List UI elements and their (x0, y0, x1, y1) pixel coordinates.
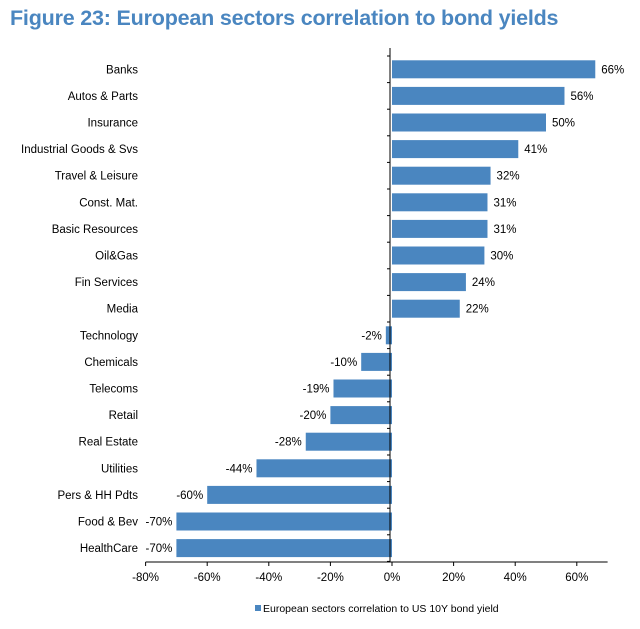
category-label: Utilities (101, 463, 138, 475)
category-label: Insurance (87, 118, 138, 130)
value-label: -28% (275, 437, 302, 449)
bar-chemicals (361, 352, 392, 371)
value-label: 24% (472, 277, 495, 289)
category-label: HealthCare (80, 543, 138, 555)
bar-healthcare (176, 539, 392, 558)
bar-banks (392, 60, 596, 79)
category-label: Banks (106, 64, 138, 76)
axes-group: -80% -60% -40% -20% 0% 20% 40% 60% (132, 48, 608, 584)
value-labels: 66% 56% 50% 41% 32% 31% 31% 30% 24% 22% -2% -10% -19… (146, 64, 625, 555)
value-label: -2% (361, 330, 381, 342)
category-label: Real Estate (79, 437, 138, 449)
x-tick-label: 40% (504, 572, 527, 584)
legend-swatch (255, 605, 261, 611)
category-label: Const. Mat. (79, 197, 138, 209)
category-label: Technology (80, 330, 138, 342)
bar-media (392, 299, 460, 318)
bar-travel-leisure (392, 166, 491, 185)
value-label: 66% (601, 64, 624, 76)
value-label: -20% (300, 410, 327, 422)
value-label: 50% (552, 118, 575, 130)
value-label: 31% (493, 224, 516, 236)
value-label: 31% (493, 197, 516, 209)
bar-fin-services (392, 273, 466, 292)
value-label: 30% (490, 251, 513, 263)
legend-label: European sectors correlation to US 10Y b… (263, 603, 499, 615)
bar-industrial-goods-svs (392, 140, 519, 159)
category-label: Media (107, 304, 139, 316)
bar-food-bev (176, 512, 392, 531)
value-label: 41% (524, 144, 547, 156)
value-label: -10% (330, 357, 357, 369)
x-tick-label: -40% (255, 572, 282, 584)
value-label: 22% (466, 304, 489, 316)
bar-insurance (392, 113, 546, 132)
x-tick-label: -60% (194, 572, 221, 584)
value-label: -44% (226, 463, 253, 475)
x-tick-label: 0% (384, 572, 401, 584)
x-tick-label: -80% (132, 572, 159, 584)
bar-utilities (256, 459, 392, 478)
bar-technology (385, 326, 392, 345)
category-label: Chemicals (84, 357, 138, 369)
x-tick-label: 60% (565, 572, 588, 584)
category-label: Telecoms (89, 384, 138, 396)
bar-basic-resources (392, 219, 488, 238)
category-label: Autos & Parts (68, 91, 139, 103)
category-label: Retail (109, 410, 138, 422)
bar-autos-parts (392, 86, 565, 105)
bar-oil-gas (392, 246, 485, 265)
category-label: Pers & HH Pdts (57, 490, 138, 502)
category-label: Oil&Gas (95, 251, 138, 263)
bar-pers-hh-pdts (207, 485, 392, 504)
x-tick-label: 20% (442, 572, 465, 584)
category-label: Fin Services (75, 277, 139, 289)
bar-real-estate (305, 432, 392, 451)
figure-title: Figure 23: European sectors correlation … (10, 6, 559, 30)
category-label: Industrial Goods & Svs (21, 144, 138, 156)
bars-group (176, 60, 596, 558)
category-label: Food & Bev (78, 517, 138, 529)
legend: European sectors correlation to US 10Y b… (255, 603, 499, 615)
bar-telecoms (333, 379, 392, 398)
bar-retail (330, 406, 392, 425)
value-label: -70% (146, 543, 173, 555)
value-label: -19% (303, 384, 330, 396)
value-label: 32% (497, 171, 520, 183)
category-label: Basic Resources (52, 224, 139, 236)
category-labels: Banks Autos & Parts Insurance Industrial Go… (21, 64, 139, 555)
category-label: Travel & Leisure (55, 171, 138, 183)
value-label: 56% (570, 91, 593, 103)
value-label: -70% (146, 517, 173, 529)
bar-const-mat (392, 193, 488, 212)
x-tick-label: -20% (317, 572, 344, 584)
value-label: -60% (176, 490, 203, 502)
